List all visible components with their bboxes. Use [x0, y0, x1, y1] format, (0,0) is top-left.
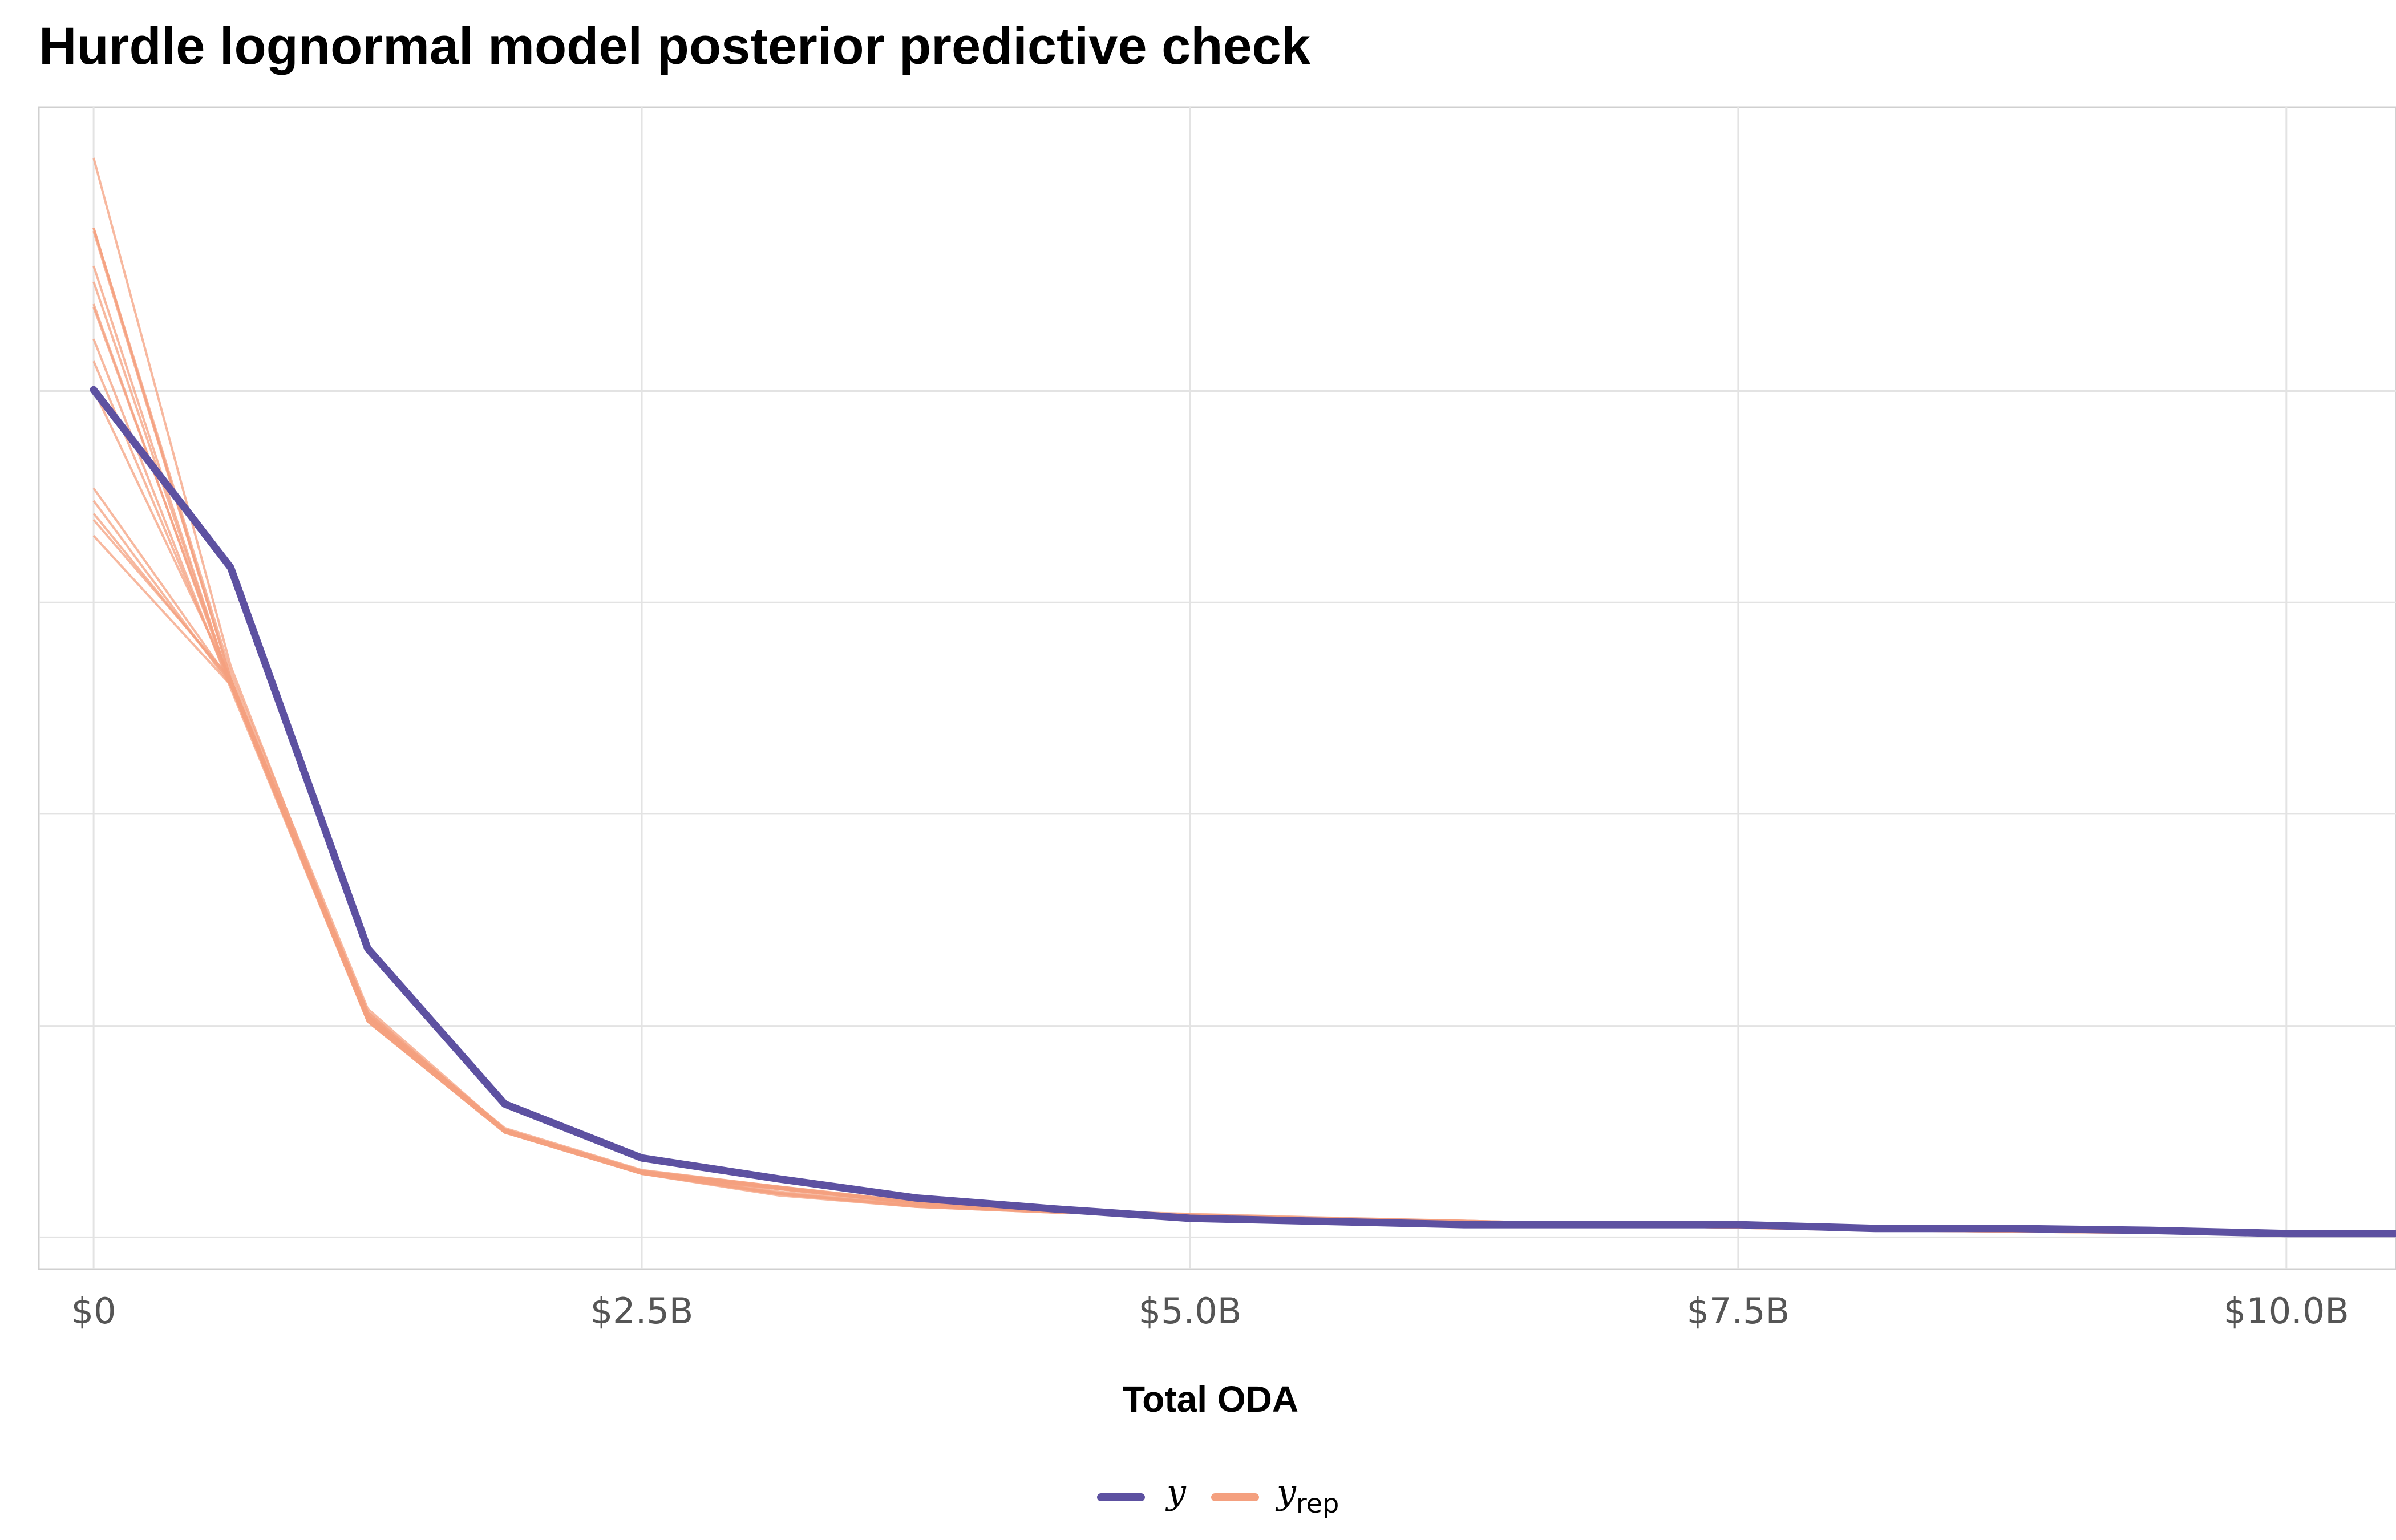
- x-axis-title: Total ODA: [1123, 1379, 1298, 1420]
- legend-y-label: y: [1165, 1472, 1187, 1512]
- x-tick-label-2: $5.0B: [1139, 1290, 1242, 1332]
- legend-y-rep-main: y: [1275, 1472, 1297, 1512]
- x-tick-label-3: $7.5B: [1687, 1290, 1790, 1332]
- legend-y-rep-subscript: rep: [1296, 1488, 1339, 1519]
- x-tick-label-0: $0: [71, 1290, 116, 1332]
- y-line-group: [90, 386, 2396, 1238]
- chart-title: Hurdle lognormal model posterior predict…: [39, 17, 1311, 75]
- plot-panel: [38, 106, 2396, 1270]
- legend-y-rep-label: yrep: [1275, 1472, 1339, 1519]
- x-tick-labels: $0 $2.5B $5.0B $7.5B $10.0B: [71, 1290, 2349, 1332]
- x-tick-label-1: $2.5B: [590, 1290, 694, 1332]
- y-line: [90, 386, 2396, 1238]
- x-tick-label-4: $10.0B: [2224, 1290, 2349, 1332]
- legend: y yrep: [1097, 1472, 1339, 1519]
